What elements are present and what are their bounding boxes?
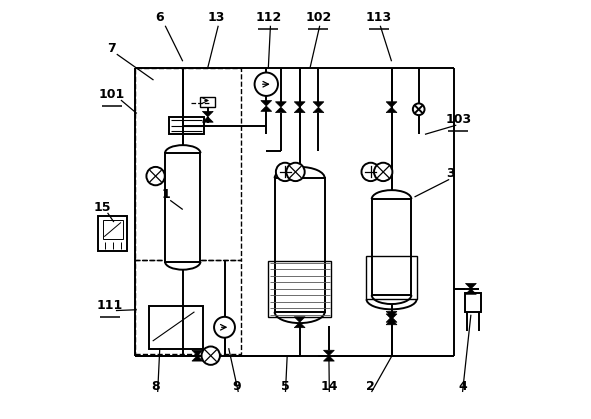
Polygon shape [466, 283, 476, 289]
Text: 4: 4 [458, 380, 467, 393]
Polygon shape [313, 107, 324, 113]
Polygon shape [294, 317, 305, 322]
Circle shape [413, 103, 424, 115]
Polygon shape [294, 107, 305, 113]
Text: 7: 7 [108, 42, 116, 55]
Text: 9: 9 [233, 380, 241, 393]
Text: 111: 111 [96, 299, 123, 312]
Circle shape [286, 163, 305, 181]
Polygon shape [192, 356, 203, 361]
Circle shape [214, 317, 235, 338]
Text: 8: 8 [151, 380, 160, 393]
Polygon shape [202, 111, 213, 117]
Bar [98, 216, 127, 251]
Bar [135, 67, 241, 260]
Polygon shape [386, 317, 397, 322]
Bar [372, 199, 411, 295]
Circle shape [374, 163, 392, 181]
Polygon shape [294, 102, 305, 107]
Circle shape [202, 347, 220, 365]
Text: 3: 3 [446, 167, 454, 180]
Bar [366, 256, 417, 299]
Circle shape [276, 163, 294, 181]
Text: 15: 15 [94, 201, 111, 214]
Text: 103: 103 [445, 113, 472, 126]
Polygon shape [261, 106, 272, 111]
Polygon shape [386, 102, 397, 107]
Text: 14: 14 [320, 380, 337, 393]
Polygon shape [275, 102, 286, 107]
Text: 6: 6 [155, 10, 164, 23]
Polygon shape [313, 102, 324, 107]
Polygon shape [294, 322, 305, 328]
Bar [275, 178, 324, 312]
Bar [168, 117, 204, 134]
Circle shape [255, 72, 278, 96]
Polygon shape [386, 107, 397, 113]
Bar [165, 153, 200, 262]
Polygon shape [386, 311, 397, 317]
Polygon shape [323, 356, 335, 361]
Bar [268, 261, 331, 317]
Bar [465, 293, 481, 312]
Text: 112: 112 [255, 10, 281, 23]
Polygon shape [261, 101, 272, 106]
Polygon shape [466, 289, 476, 294]
Text: 113: 113 [366, 10, 392, 23]
Bar [135, 260, 241, 354]
Text: 1: 1 [162, 188, 170, 201]
Polygon shape [275, 107, 286, 113]
Polygon shape [323, 350, 335, 356]
Text: 5: 5 [281, 380, 290, 393]
Polygon shape [386, 314, 397, 319]
Text: 13: 13 [207, 10, 225, 23]
Polygon shape [386, 319, 397, 325]
Circle shape [147, 167, 165, 185]
Text: 101: 101 [99, 88, 125, 101]
Polygon shape [202, 117, 213, 122]
Bar [200, 97, 215, 107]
Text: 102: 102 [306, 10, 332, 23]
Text: 2: 2 [366, 380, 375, 393]
Bar [103, 220, 124, 239]
Polygon shape [192, 350, 203, 356]
Bar [148, 305, 203, 349]
Circle shape [362, 163, 380, 181]
